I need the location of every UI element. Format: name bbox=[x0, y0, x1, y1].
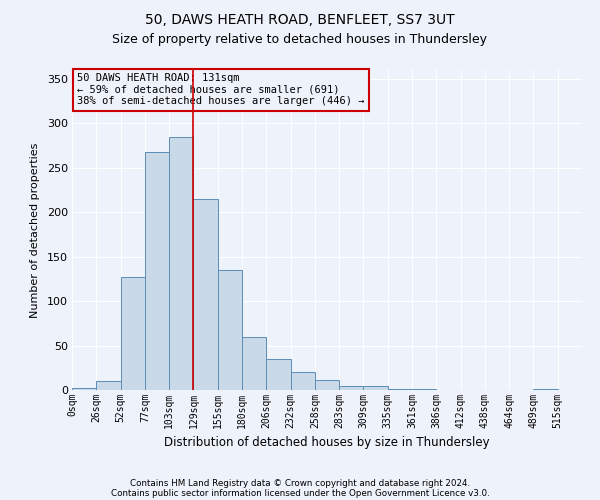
Bar bbox=[290, 372, 315, 390]
Bar bbox=[266, 359, 290, 390]
Bar bbox=[169, 136, 193, 390]
Text: Contains HM Land Registry data © Crown copyright and database right 2024.: Contains HM Land Registry data © Crown c… bbox=[130, 478, 470, 488]
Text: 50, DAWS HEATH ROAD, BENFLEET, SS7 3UT: 50, DAWS HEATH ROAD, BENFLEET, SS7 3UT bbox=[145, 12, 455, 26]
Text: Contains public sector information licensed under the Open Government Licence v3: Contains public sector information licen… bbox=[110, 488, 490, 498]
Bar bbox=[364, 386, 388, 390]
Bar bbox=[388, 389, 412, 390]
X-axis label: Distribution of detached houses by size in Thundersley: Distribution of detached houses by size … bbox=[164, 436, 490, 450]
Bar bbox=[242, 336, 266, 390]
Bar bbox=[315, 380, 339, 390]
Text: Size of property relative to detached houses in Thundersley: Size of property relative to detached ho… bbox=[113, 32, 487, 46]
Bar bbox=[412, 389, 436, 390]
Bar bbox=[339, 386, 364, 390]
Text: 50 DAWS HEATH ROAD: 131sqm
← 59% of detached houses are smaller (691)
38% of sem: 50 DAWS HEATH ROAD: 131sqm ← 59% of deta… bbox=[77, 73, 365, 106]
Bar bbox=[218, 270, 242, 390]
Y-axis label: Number of detached properties: Number of detached properties bbox=[30, 142, 40, 318]
Bar bbox=[121, 277, 145, 390]
Bar bbox=[193, 199, 218, 390]
Bar bbox=[72, 388, 96, 390]
Bar bbox=[533, 389, 558, 390]
Bar bbox=[145, 152, 169, 390]
Bar bbox=[96, 381, 121, 390]
